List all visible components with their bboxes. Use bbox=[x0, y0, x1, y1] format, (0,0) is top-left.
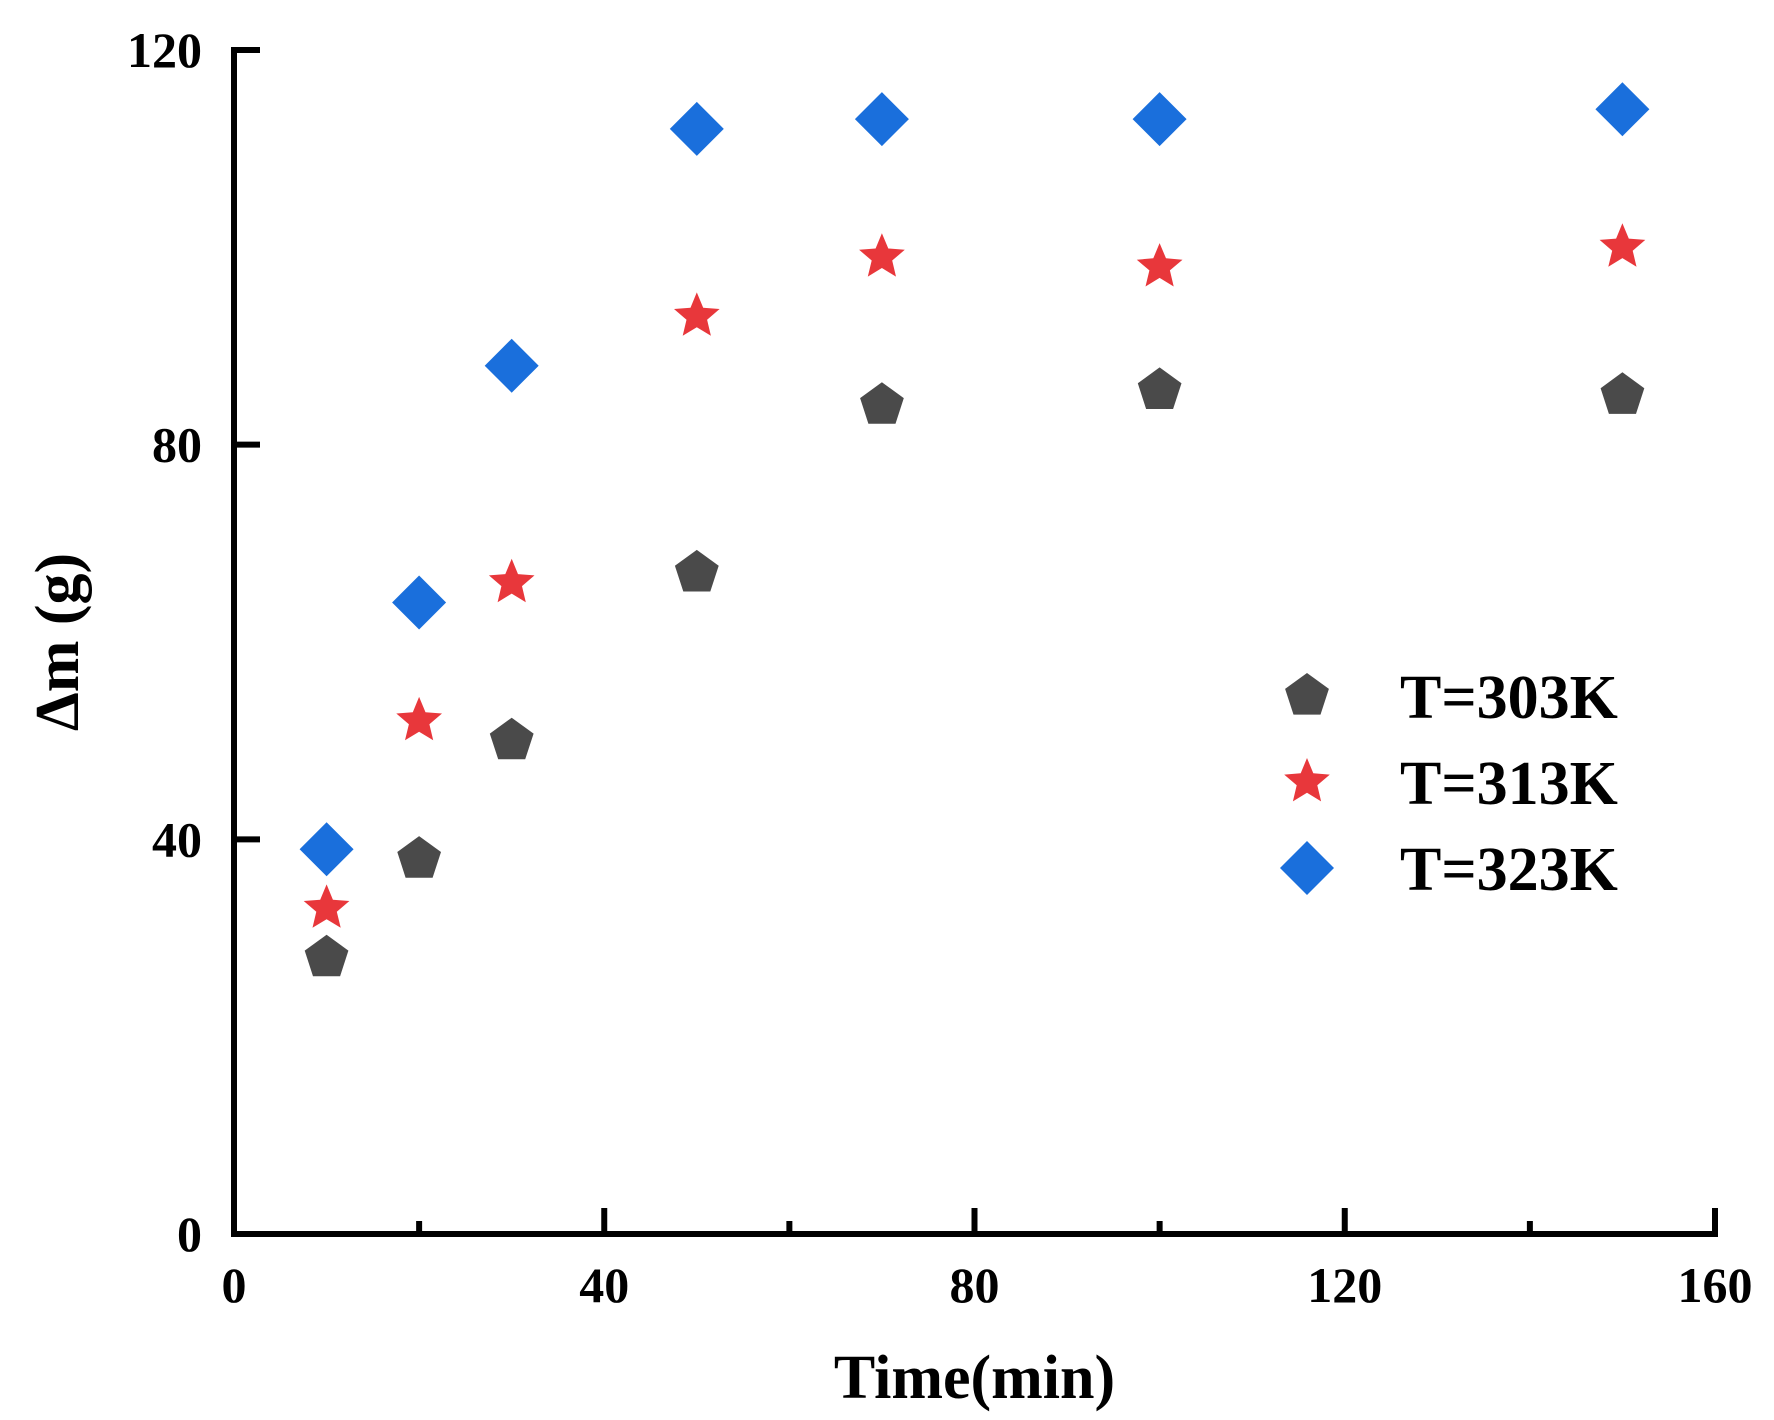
x-tick-label: 0 bbox=[222, 1257, 247, 1313]
data-point bbox=[1136, 243, 1183, 287]
data-point bbox=[1137, 367, 1182, 409]
series-diamond bbox=[299, 82, 1650, 877]
series-star bbox=[303, 223, 1646, 928]
data-point bbox=[859, 233, 905, 277]
data-point bbox=[1132, 92, 1187, 147]
y-tick-label: 80 bbox=[152, 417, 202, 473]
data-point bbox=[674, 292, 720, 336]
series-pentagon bbox=[304, 367, 1645, 977]
data-point bbox=[1595, 82, 1650, 137]
data-point bbox=[304, 934, 349, 977]
data-point bbox=[1599, 223, 1646, 267]
data-points bbox=[299, 82, 1650, 977]
data-point bbox=[1600, 372, 1645, 414]
legend-marker bbox=[1285, 673, 1329, 715]
legend-marker bbox=[1284, 758, 1330, 802]
data-point bbox=[488, 558, 535, 603]
y-tick-label: 40 bbox=[152, 811, 202, 867]
legend: T=303K T=313K T=323K bbox=[1280, 664, 1618, 904]
y-tick-label: 0 bbox=[177, 1206, 202, 1262]
data-point bbox=[303, 884, 350, 928]
legend-label: T=313K bbox=[1400, 750, 1618, 818]
x-tick-label: 80 bbox=[950, 1257, 1000, 1313]
y-axis-title: Δm (g) bbox=[24, 553, 92, 731]
legend-marker bbox=[1280, 841, 1334, 895]
data-point bbox=[392, 575, 447, 630]
data-point bbox=[397, 836, 441, 878]
data-point bbox=[860, 382, 904, 424]
data-point bbox=[299, 822, 354, 877]
data-point bbox=[484, 338, 539, 393]
axes bbox=[231, 47, 1718, 1237]
legend-label: T=303K bbox=[1400, 664, 1618, 732]
data-point bbox=[674, 549, 719, 592]
data-point bbox=[854, 92, 909, 147]
x-axis-title: Time(min) bbox=[834, 1344, 1115, 1412]
data-point bbox=[489, 717, 534, 760]
x-tick-label: 160 bbox=[1678, 1257, 1753, 1313]
legend-label: T=323K bbox=[1400, 836, 1618, 904]
data-point bbox=[669, 101, 724, 156]
y-tick-label: 120 bbox=[127, 22, 202, 78]
data-point bbox=[396, 696, 442, 741]
x-tick-label: 120 bbox=[1307, 1257, 1382, 1313]
x-tick-label: 40 bbox=[579, 1257, 629, 1313]
ticks: 0 40 80 120 160 0 40 80 120 bbox=[127, 22, 1753, 1313]
